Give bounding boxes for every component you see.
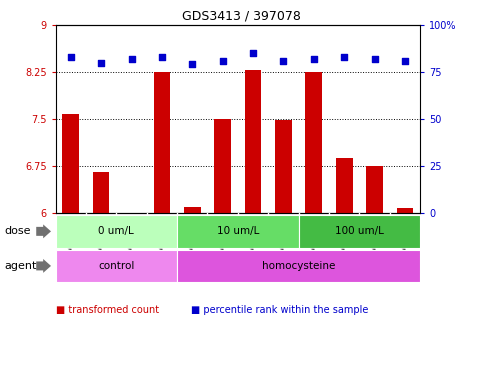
Text: GSM240533: GSM240533	[309, 215, 318, 261]
Bar	[275, 120, 292, 213]
Bar	[56, 215, 177, 248]
Text: GDS3413 / 397078: GDS3413 / 397078	[182, 10, 301, 23]
Text: GSM240530: GSM240530	[218, 215, 227, 261]
Bar	[245, 70, 261, 213]
Text: GSM240534: GSM240534	[340, 215, 349, 261]
Bar	[177, 215, 298, 248]
Text: ■ percentile rank within the sample: ■ percentile rank within the sample	[191, 305, 368, 315]
Bar	[366, 166, 383, 213]
FancyArrow shape	[36, 259, 51, 273]
Point	[97, 60, 105, 66]
Text: 100 um/L: 100 um/L	[335, 226, 384, 237]
Point	[371, 56, 379, 62]
Text: GSM240848: GSM240848	[400, 215, 410, 261]
Bar	[93, 172, 110, 213]
Text: GSM240525: GSM240525	[66, 215, 75, 261]
Bar	[397, 208, 413, 213]
Text: GSM240531: GSM240531	[249, 215, 257, 261]
Text: GSM240526: GSM240526	[97, 215, 106, 261]
Text: GSM240528: GSM240528	[157, 215, 167, 261]
Text: GSM240527: GSM240527	[127, 215, 136, 261]
Bar	[154, 72, 170, 213]
Bar	[56, 250, 177, 282]
Point	[280, 58, 287, 64]
Bar	[184, 207, 200, 213]
Text: GSM240529: GSM240529	[188, 215, 197, 261]
Text: ■ transformed count: ■ transformed count	[56, 305, 159, 315]
Point	[249, 50, 257, 56]
Point	[158, 54, 166, 60]
Text: GSM240532: GSM240532	[279, 215, 288, 261]
Text: 0 um/L: 0 um/L	[99, 226, 134, 237]
Point	[341, 54, 348, 60]
Point	[219, 58, 227, 64]
FancyArrow shape	[36, 224, 51, 238]
Text: 10 um/L: 10 um/L	[217, 226, 259, 237]
Bar	[62, 114, 79, 213]
Text: dose: dose	[5, 226, 31, 237]
Point	[67, 54, 74, 60]
Point	[310, 56, 318, 62]
Text: homocysteine: homocysteine	[262, 261, 335, 271]
Point	[401, 58, 409, 64]
Bar	[305, 72, 322, 213]
Text: control: control	[98, 261, 134, 271]
Point	[188, 61, 196, 68]
Bar	[214, 119, 231, 213]
Bar	[336, 158, 353, 213]
Bar	[298, 215, 420, 248]
Text: GSM240535: GSM240535	[370, 215, 379, 261]
Bar	[177, 250, 420, 282]
Point	[128, 56, 135, 62]
Text: agent: agent	[5, 261, 37, 271]
